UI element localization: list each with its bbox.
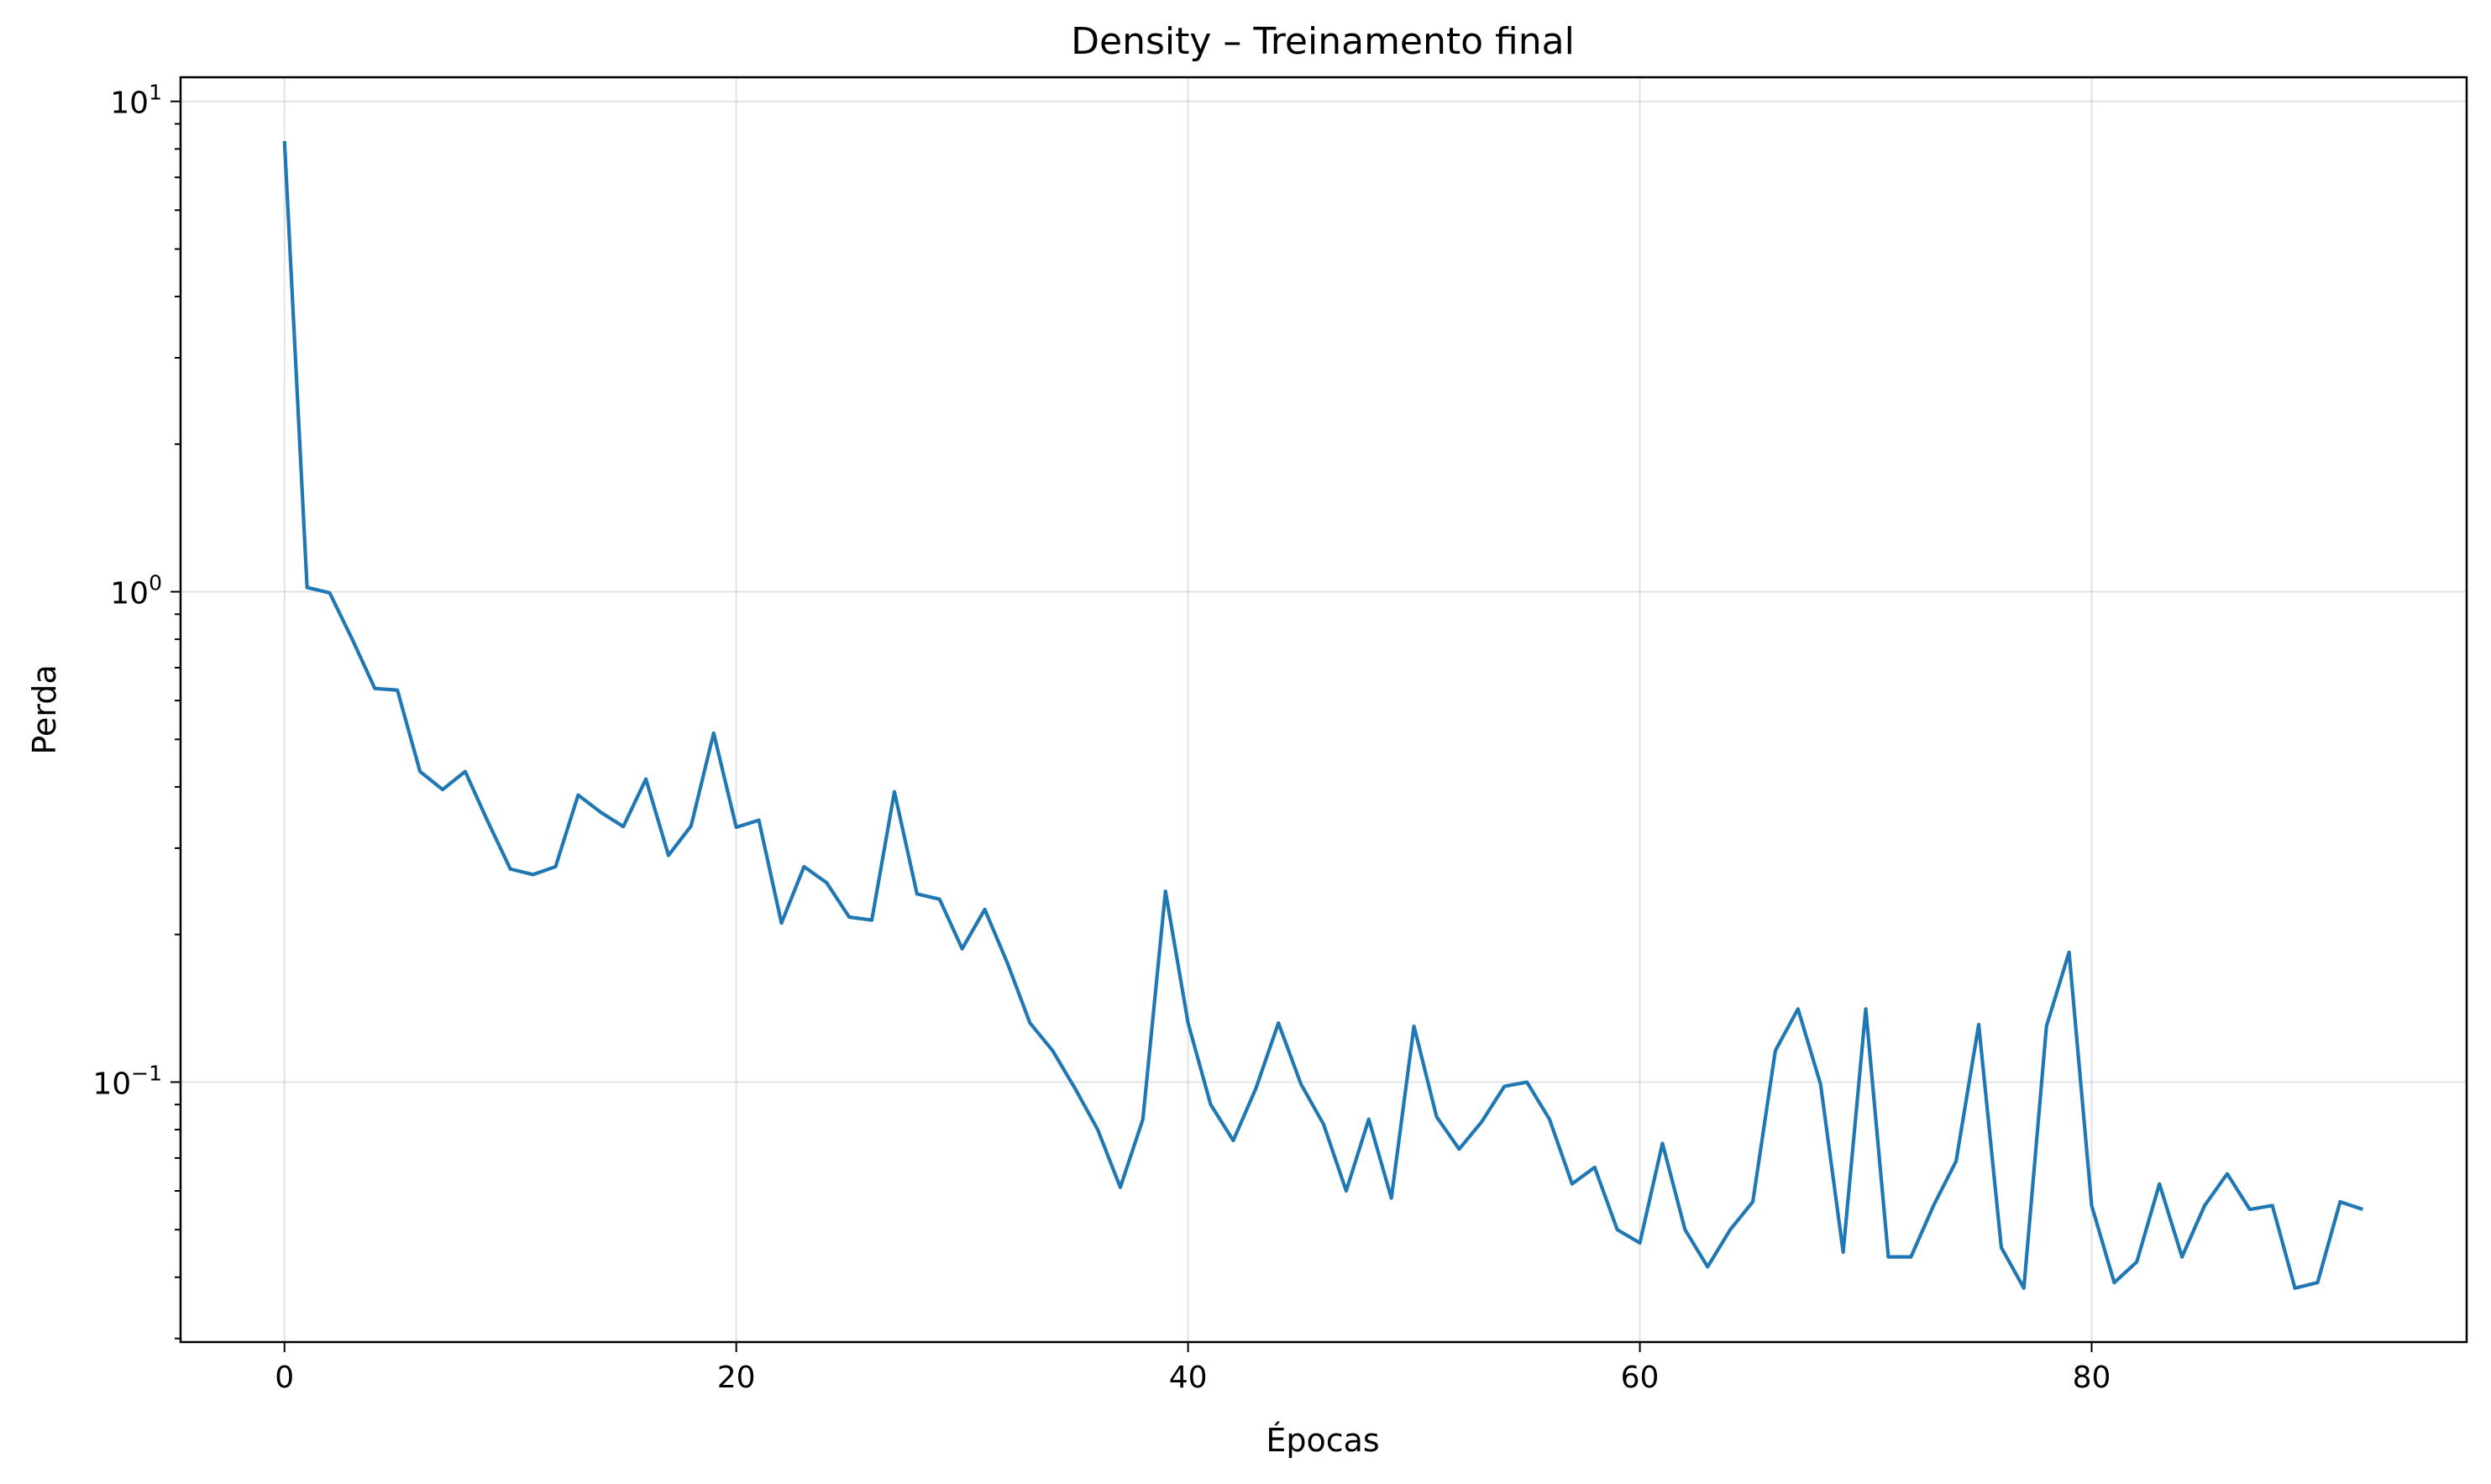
y-axis-label: Perda (26, 664, 63, 754)
y-tick-label: 10−1 (92, 1061, 162, 1101)
y-tick-label: 100 (110, 571, 162, 611)
x-tick-label: 60 (1621, 1361, 1660, 1395)
x-tick-label: 40 (1169, 1361, 1208, 1395)
loss-line (282, 140, 2363, 1290)
chart-title: Density – Treinamento final (1071, 20, 1575, 63)
y-tick-label: 101 (110, 81, 162, 121)
x-tick-label: 80 (2073, 1361, 2111, 1395)
axis-ticks: 0 20 40 60 80 101 100 10−1 (92, 81, 2111, 1395)
series-layer (282, 140, 2363, 1290)
plot-frame (179, 76, 2468, 1344)
x-tick-label: 0 (275, 1361, 294, 1395)
grid-lines (181, 77, 2467, 1342)
x-axis-label: Épocas (1266, 1422, 1379, 1459)
x-tick-label: 20 (717, 1361, 756, 1395)
